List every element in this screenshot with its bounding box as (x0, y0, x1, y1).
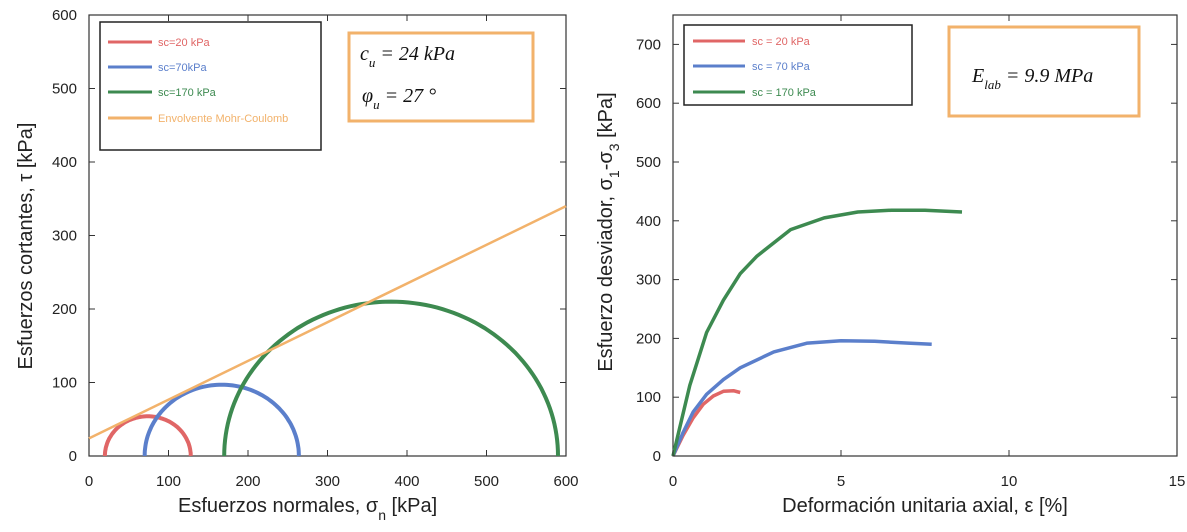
right-legend-label-3: sc = 170 kPa (752, 87, 817, 99)
left-legend-label-3: sc=170 kPa (158, 87, 217, 99)
left-y-tick-label: 400 (52, 154, 77, 171)
elab-annotation: Elab = 9.9 MPa (971, 65, 1093, 92)
right-annotation-box (947, 25, 1141, 118)
left-chart-ticks: 0 100 200 300 400 500 600 0 100 200 300 400 500 600 (52, 7, 579, 490)
left-x-tick-label: 500 (474, 473, 499, 490)
right-y-axis-label: Esfuerzo desviador, σ1-σ3 [kPa] (595, 92, 622, 371)
left-annotation-box (347, 31, 535, 123)
right-y-tick-label: 0 (653, 448, 661, 465)
right-x-axis-label: Deformación unitaria axial, ε [%] (782, 495, 1068, 517)
left-x-tick-label: 300 (315, 473, 340, 490)
right-y-tick-label: 200 (636, 330, 661, 347)
mohr-circle-1 (102, 414, 193, 457)
right-x-tick-label: 0 (669, 473, 677, 490)
left-y-tick-label: 500 (52, 81, 77, 98)
left-y-axis-label: Esfuerzos cortantes, τ [kPa] (15, 123, 37, 370)
left-y-tick-label: 300 (52, 228, 77, 245)
left-x-tick-label: 600 (553, 473, 578, 490)
stress-strain-curve-1 (671, 388, 741, 457)
left-y-tick-label: 0 (69, 448, 77, 465)
left-x-tick-label: 400 (394, 473, 419, 490)
right-plot-frame (672, 14, 1178, 457)
left-y-tick-label: 200 (52, 301, 77, 318)
right-x-tick-label: 15 (1169, 473, 1186, 490)
mohr-circle-3 (222, 299, 560, 457)
right-legend: sc = 20 kPa sc = 70 kPa sc = 170 kPa (693, 36, 817, 99)
left-x-tick-label: 100 (156, 473, 181, 490)
left-legend: sc=20 kPa sc=70kPa sc=170 kPa Envolvente… (108, 37, 288, 125)
right-y-tick-label: 300 (636, 272, 661, 289)
cu-annotation: cu = 24 kPa (360, 43, 455, 70)
right-x-tick-label: 10 (1001, 473, 1018, 490)
right-y-tick-label: 500 (636, 154, 661, 171)
stress-strain-curve-2 (671, 339, 932, 457)
mohr-circle-2 (142, 382, 301, 457)
right-chart-ticks: 0 5 10 15 0 100 200 300 400 500 600 700 (636, 15, 1185, 490)
left-x-tick-label: 200 (235, 473, 260, 490)
left-x-tick-label: 0 (85, 473, 93, 490)
left-chart-marks (88, 204, 567, 457)
right-chart-marks (671, 208, 963, 457)
left-legend-label-2: sc=70kPa (158, 62, 207, 74)
left-legend-label-1: sc=20 kPa (158, 37, 211, 49)
left-y-tick-label: 100 (52, 375, 77, 392)
phi-annotation: φu = 27 ° (362, 85, 436, 112)
left-legend-label-4: Envolvente Mohr-Coulomb (158, 113, 288, 125)
right-y-tick-label: 700 (636, 36, 661, 53)
left-x-axis-label: Esfuerzos normales, σn [kPa] (178, 495, 437, 523)
right-y-tick-label: 400 (636, 213, 661, 230)
mohr-coulomb-envelope (88, 204, 567, 440)
right-x-tick-label: 5 (837, 473, 845, 490)
right-y-tick-label: 600 (636, 95, 661, 112)
stress-strain-curve-3 (671, 208, 963, 457)
right-legend-label-1: sc = 20 kPa (752, 36, 811, 48)
left-y-tick-label: 600 (52, 7, 77, 24)
right-y-tick-label: 100 (636, 389, 661, 406)
right-legend-label-2: sc = 70 kPa (752, 61, 811, 73)
